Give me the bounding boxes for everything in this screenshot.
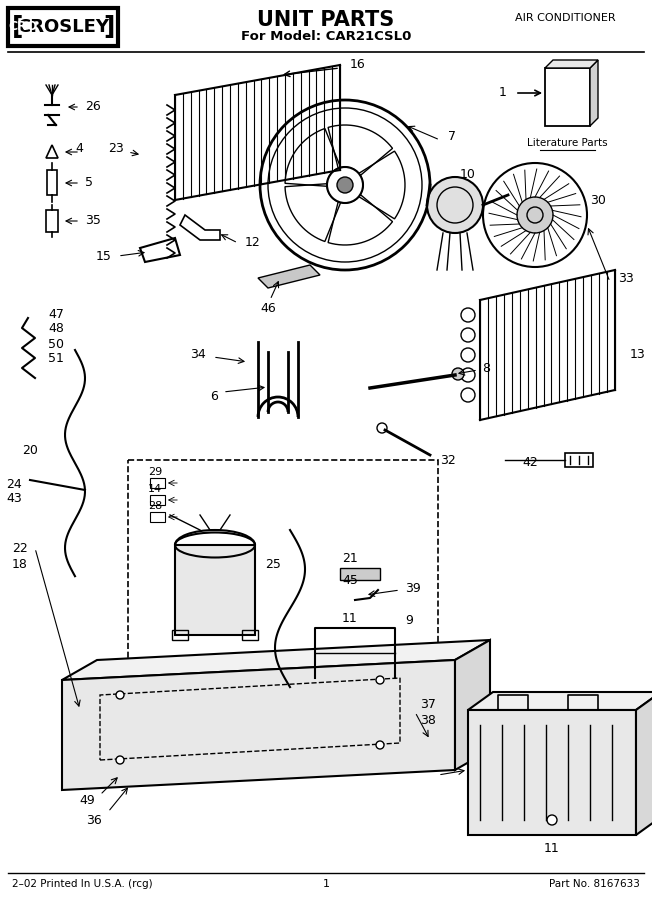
Text: 45: 45: [342, 573, 358, 587]
Text: 4: 4: [75, 141, 83, 155]
Text: 11: 11: [544, 842, 560, 856]
Circle shape: [337, 177, 353, 193]
Polygon shape: [455, 640, 490, 770]
Polygon shape: [62, 640, 490, 680]
Text: CRO: CRO: [8, 21, 38, 33]
Text: 13: 13: [630, 348, 645, 362]
Text: For Model: CAR21CSL0: For Model: CAR21CSL0: [241, 30, 411, 42]
Polygon shape: [590, 60, 598, 126]
Text: 6: 6: [210, 391, 218, 403]
Text: 7: 7: [448, 130, 456, 142]
Text: 43: 43: [7, 491, 22, 505]
Bar: [8, 8, 118, 46]
Text: 46: 46: [260, 302, 276, 314]
Bar: [150, 495, 165, 505]
Bar: [340, 568, 380, 580]
Polygon shape: [636, 692, 652, 835]
Text: [: [: [12, 15, 23, 39]
Bar: [242, 630, 258, 640]
Text: 9: 9: [405, 614, 413, 626]
Bar: [172, 630, 188, 640]
Text: 21: 21: [342, 552, 358, 564]
Text: 1: 1: [323, 879, 329, 889]
Text: 33: 33: [618, 272, 634, 284]
Text: 23: 23: [108, 141, 124, 155]
Text: Part No. 8167633: Part No. 8167633: [549, 879, 640, 889]
Polygon shape: [62, 660, 455, 790]
Text: ]: ]: [104, 15, 115, 39]
Circle shape: [483, 163, 587, 267]
Text: 26: 26: [85, 101, 101, 113]
Bar: [565, 453, 593, 467]
Circle shape: [517, 197, 553, 233]
Text: UNIT PARTS: UNIT PARTS: [258, 10, 394, 30]
Text: 49: 49: [80, 794, 95, 806]
Circle shape: [116, 756, 124, 764]
Text: 36: 36: [86, 814, 102, 826]
Text: 32: 32: [440, 454, 456, 466]
Text: 51: 51: [48, 352, 64, 365]
Circle shape: [452, 368, 464, 380]
Text: 47: 47: [48, 309, 64, 321]
Circle shape: [116, 691, 124, 699]
Text: 37: 37: [420, 698, 436, 712]
Text: 48: 48: [48, 321, 64, 335]
Text: 38: 38: [420, 714, 436, 726]
Text: 25: 25: [265, 559, 281, 572]
Text: 5: 5: [85, 176, 93, 190]
Text: 8: 8: [482, 362, 490, 374]
Text: 24: 24: [7, 479, 22, 491]
Polygon shape: [258, 265, 320, 288]
Circle shape: [427, 177, 483, 233]
Circle shape: [327, 167, 363, 203]
Text: 1: 1: [499, 86, 507, 100]
Text: 42: 42: [522, 455, 538, 469]
Bar: [545, 68, 590, 126]
Text: 35: 35: [85, 214, 101, 228]
Bar: [175, 545, 255, 635]
Text: 28: 28: [148, 501, 162, 511]
Text: AIR CONDITIONER: AIR CONDITIONER: [514, 13, 615, 23]
Bar: [150, 478, 165, 488]
Text: 15: 15: [96, 249, 112, 263]
Bar: [128, 460, 438, 695]
Bar: [46, 210, 58, 232]
Text: 29: 29: [148, 467, 162, 477]
Polygon shape: [468, 692, 652, 710]
Text: CROSLEY: CROSLEY: [17, 18, 109, 36]
Circle shape: [547, 815, 557, 825]
Bar: [47, 170, 57, 195]
Text: 39: 39: [405, 581, 421, 595]
Text: 50: 50: [48, 338, 64, 350]
Text: 14: 14: [148, 484, 162, 494]
Polygon shape: [468, 710, 636, 835]
Polygon shape: [545, 60, 598, 68]
Text: 30: 30: [590, 194, 606, 206]
Text: 18: 18: [12, 559, 28, 572]
Bar: [150, 512, 165, 522]
Text: 34: 34: [190, 347, 206, 361]
Text: 22: 22: [12, 542, 28, 554]
Text: 20: 20: [22, 444, 38, 456]
Text: 16: 16: [350, 58, 366, 71]
Circle shape: [376, 741, 384, 749]
Text: Literature Parts: Literature Parts: [527, 138, 607, 148]
Bar: [8, 8, 38, 46]
Text: 12: 12: [245, 237, 261, 249]
Text: 10: 10: [460, 168, 476, 182]
Text: 11: 11: [342, 611, 358, 625]
Circle shape: [376, 676, 384, 684]
Text: 2–02 Printed In U.S.A. (rcg): 2–02 Printed In U.S.A. (rcg): [12, 879, 153, 889]
